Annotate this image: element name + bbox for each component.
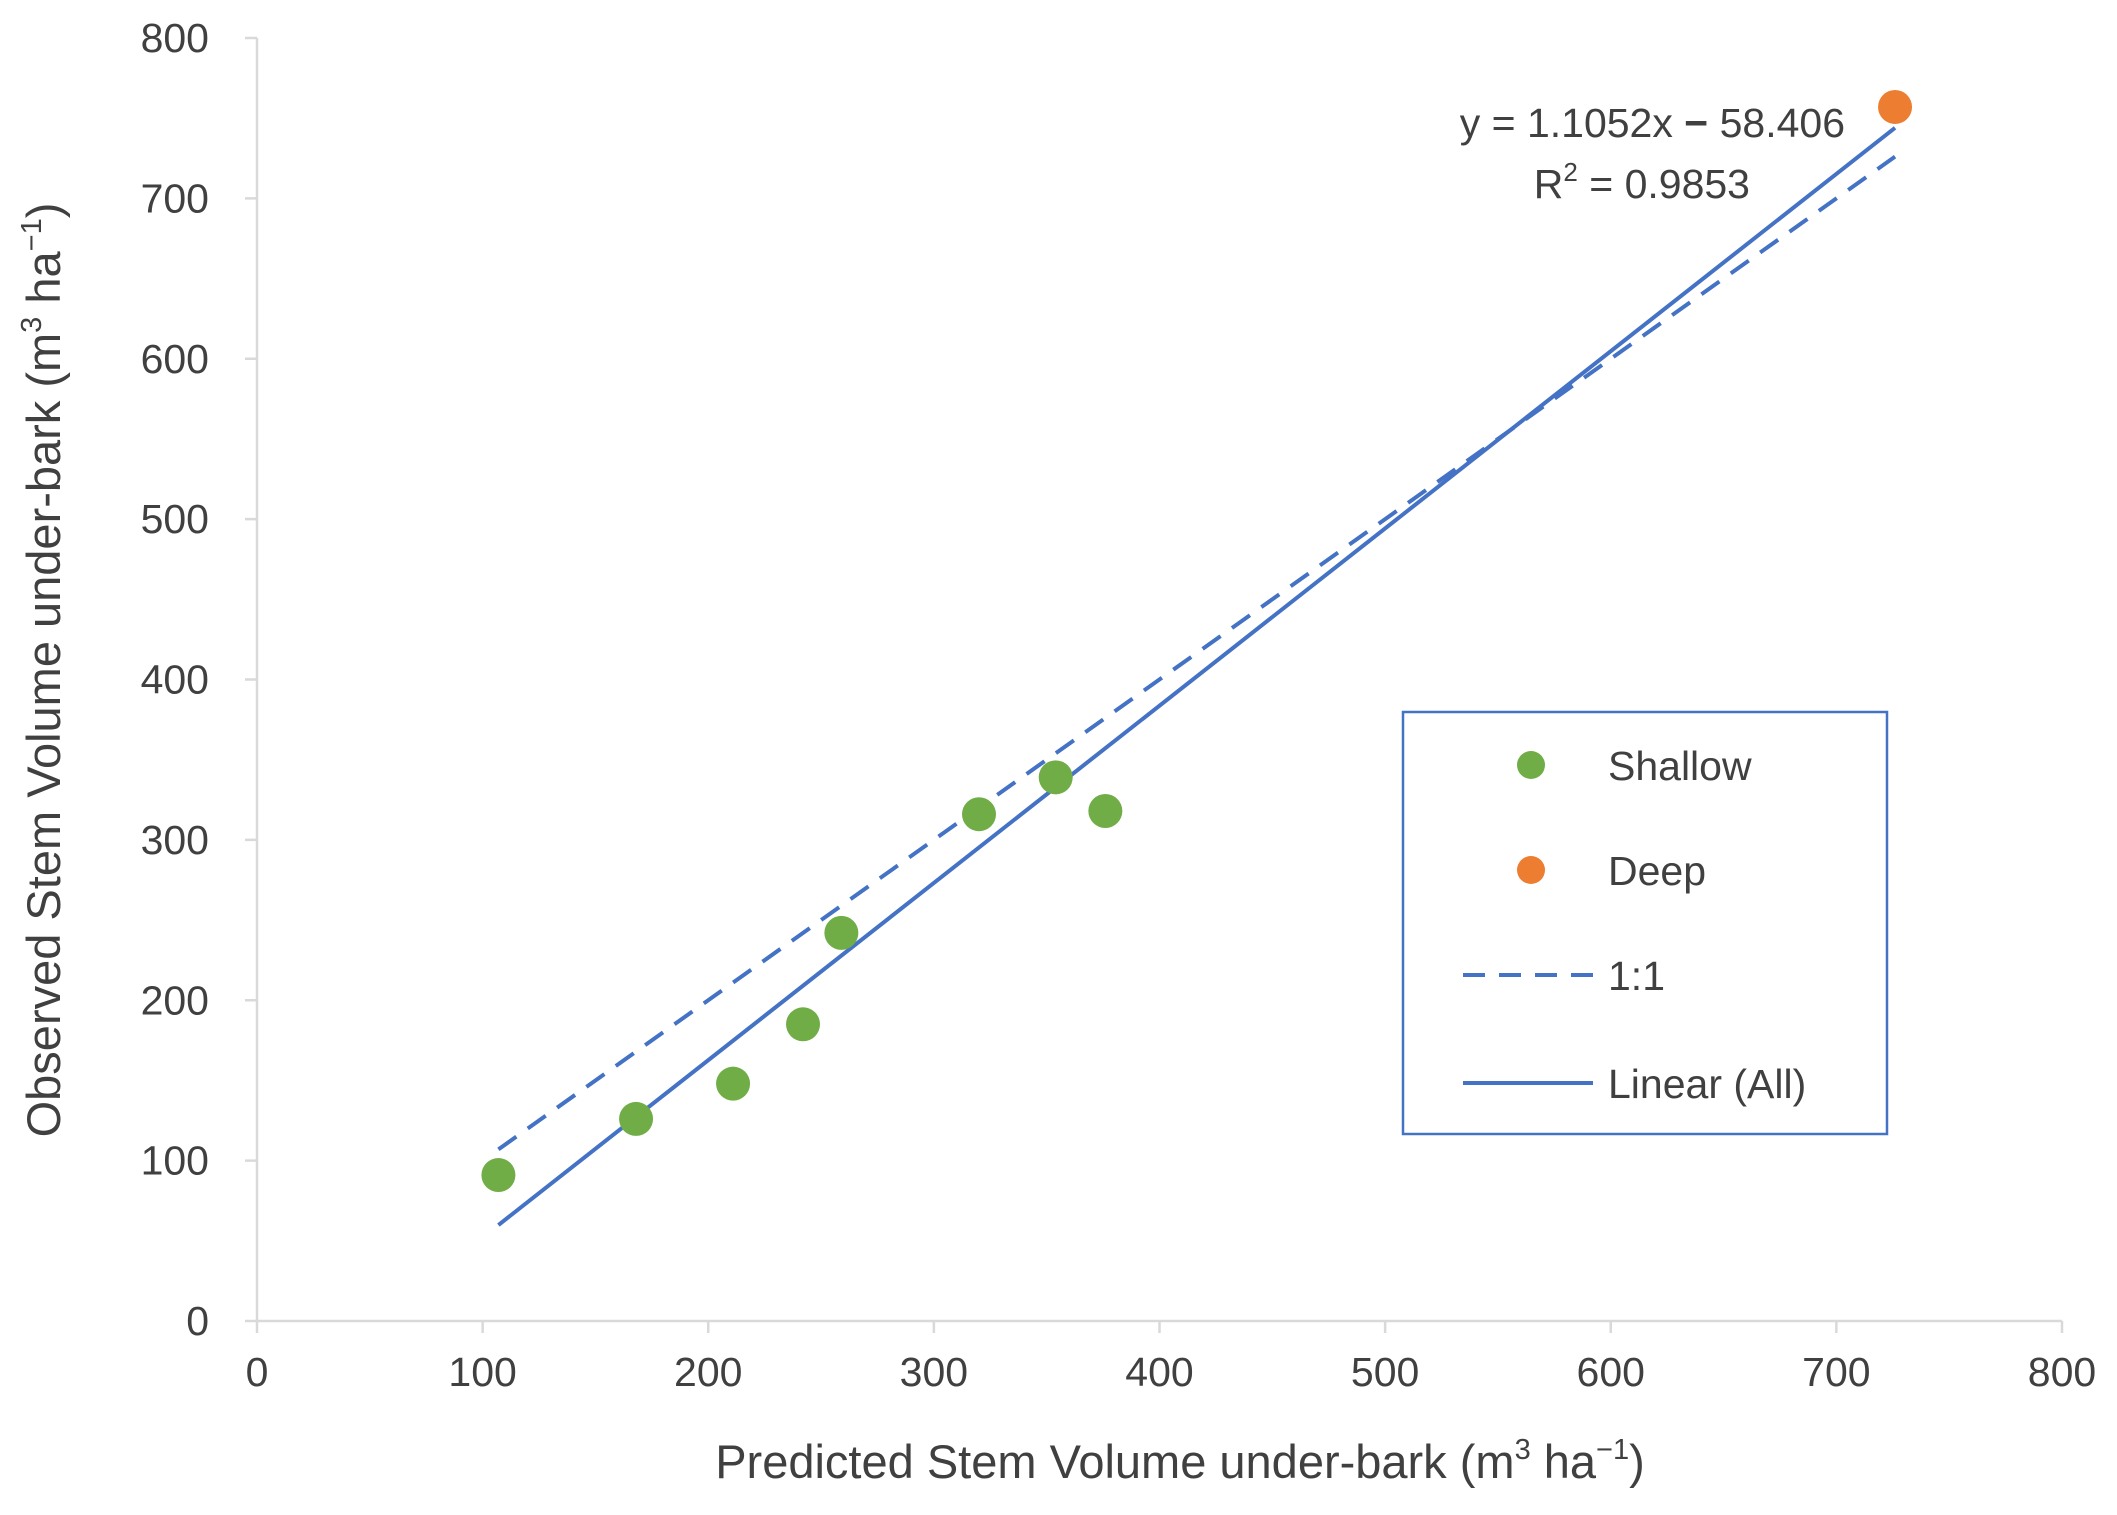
point-deep [1878, 89, 1913, 124]
point-shallow [481, 1158, 516, 1193]
y-tick-label: 300 [141, 817, 209, 863]
series-lines [497, 126, 1897, 1227]
point-shallow [1088, 794, 1123, 829]
point-shallow [716, 1066, 751, 1101]
x-tick-label: 500 [1351, 1349, 1419, 1395]
y-tick-label: 800 [141, 15, 209, 61]
y-axis-title: Observed Stem Volume under-bark (m3 ha−1… [16, 203, 70, 1138]
y-tick-label: 400 [141, 657, 209, 703]
y-tick-label: 700 [141, 175, 209, 221]
trendline-equation: y = 1.1052x − 58.406 [1460, 100, 1845, 146]
point-shallow [824, 915, 859, 950]
axes [245, 36, 2064, 1333]
x-tick-label: 0 [246, 1349, 269, 1395]
y-tick-label: 0 [186, 1298, 209, 1344]
x-axis-title: Predicted Stem Volume under-bark (m3 ha−… [715, 1434, 1645, 1488]
y-tick-label: 200 [141, 977, 209, 1023]
x-tick-label: 600 [1577, 1349, 1645, 1395]
point-shallow [962, 797, 996, 832]
y-tick-label: 500 [141, 496, 209, 542]
point-shallow [786, 1007, 821, 1042]
legend: Shallow Deep 1:1 Linear (All) [1401, 710, 1889, 1136]
legend-label-shallow: Shallow [1608, 743, 1752, 789]
y-tick-label: 600 [141, 336, 209, 382]
point-shallow [619, 1101, 654, 1136]
x-tick-label: 400 [1125, 1349, 1193, 1395]
legend-marker-shallow [1517, 751, 1545, 779]
x-tick-label: 100 [448, 1349, 516, 1395]
tick-labels: 0 100 200 300 400 500 600 700 800 0 100 200 300 400 50… [141, 15, 2097, 1395]
x-tick-label: 800 [2028, 1349, 2096, 1395]
legend-label-1to1: 1:1 [1608, 953, 1665, 999]
x-tick-label: 200 [674, 1349, 742, 1395]
y-tick-label: 100 [141, 1138, 209, 1184]
point-shallow [1038, 760, 1073, 795]
line-linear-all [497, 126, 1897, 1227]
legend-label-deep: Deep [1608, 848, 1706, 894]
x-tick-label: 700 [1802, 1349, 1870, 1395]
x-tick-label: 300 [900, 1349, 968, 1395]
legend-label-linear: Linear (All) [1608, 1061, 1806, 1107]
r-squared-label: R2 = 0.9853 [1534, 157, 1750, 207]
legend-box [1401, 710, 1889, 1136]
legend-marker-deep [1517, 856, 1545, 884]
series-points [481, 89, 1913, 1193]
